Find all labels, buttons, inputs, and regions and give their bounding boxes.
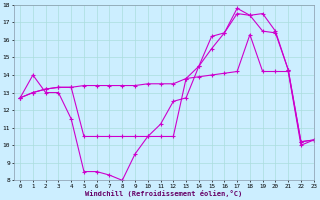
- X-axis label: Windchill (Refroidissement éolien,°C): Windchill (Refroidissement éolien,°C): [85, 190, 242, 197]
